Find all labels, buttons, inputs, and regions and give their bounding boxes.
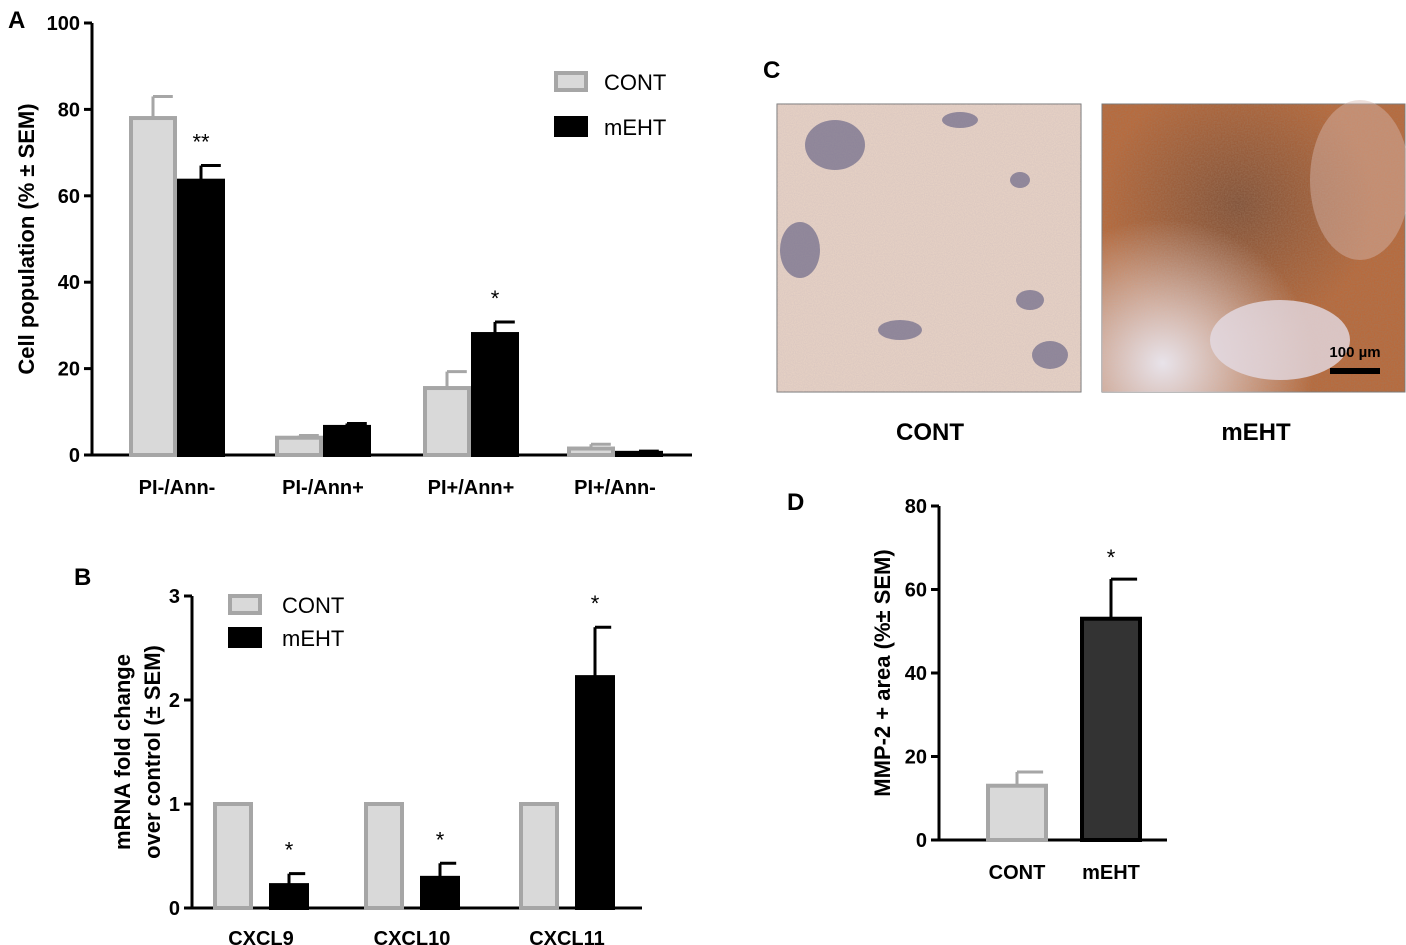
panel-letter-a: A [8, 7, 25, 34]
micrograph-cont [776, 103, 1082, 393]
chart-d-category-label: CONT [989, 862, 1046, 884]
chart-b-bar-meht-2 [575, 675, 615, 910]
chart-b-legend-label-cont: CONT [282, 593, 344, 618]
chart-a-legend-label-cont: CONT [604, 70, 666, 95]
chart-a-category-label: PI-/Ann- [139, 477, 216, 499]
chart-a-bar-meht-1 [323, 424, 371, 458]
chart-a: 0 20 40 60 80 100 Cell population (% ± SEM) PI-… [14, 13, 692, 499]
chart-a-category-label: PI-/Ann+ [282, 477, 364, 499]
chart-d-significance-mark: * [1107, 545, 1116, 570]
chart-d-y-tick-label: 40 [905, 663, 927, 685]
chart-a-y-tick-label: 0 [69, 445, 80, 467]
chart-b-category-label: CXCL9 [228, 928, 294, 945]
chart-b-legend-swatch-meht [228, 627, 262, 648]
chart-d-y-tick-label: 0 [916, 830, 927, 852]
chart-b-significance-mark: * [436, 827, 445, 852]
chart-a-legend-swatch-cont [554, 71, 588, 92]
chart-a-y-tick-label: 100 [47, 13, 80, 35]
chart-d: 0 20 40 60 80 MMP-2 + area (%± SEM) CONT mEHT * [870, 496, 1167, 884]
micrograph-meht-caption: mEHT [1221, 419, 1291, 446]
chart-b-legend-label-meht: mEHT [282, 626, 344, 651]
chart-a-category-label: PI+/Ann- [574, 477, 656, 499]
chart-b-category-label: CXCL10 [374, 928, 451, 945]
chart-b-y-axis-label-line: over control (± SEM) [140, 645, 165, 859]
panel-letter-d: D [787, 489, 804, 516]
panel-letter-c: C [763, 57, 780, 84]
panel-letter-b: B [74, 564, 91, 591]
chart-b-bar-cont-2 [519, 802, 559, 910]
chart-d-bar-1 [1080, 616, 1142, 842]
chart-b-y-tick-label: 0 [169, 898, 180, 920]
chart-a-significance-mark: ** [192, 130, 210, 155]
micrograph-meht: 100 µm [1101, 100, 1406, 393]
chart-b-bar-cont-1 [364, 802, 404, 910]
chart-d-bar-0 [986, 783, 1048, 842]
chart-a-y-tick-label: 40 [58, 272, 80, 294]
scale-bar-label: 100 µm [1329, 344, 1380, 361]
micrograph-cont-nuclei [780, 112, 1068, 369]
chart-a-y-tick-label: 20 [58, 359, 80, 381]
chart-d-y-tick-label: 60 [905, 580, 927, 602]
chart-b-bar-cont-0 [213, 802, 253, 910]
chart-b-category-label: CXCL11 [529, 928, 605, 945]
chart-d-y-tick-label: 80 [905, 496, 927, 518]
chart-b-bar-meht-0 [269, 883, 309, 910]
chart-b-significance-mark: * [285, 838, 294, 863]
chart-b-y-tick-label: 1 [169, 794, 180, 816]
chart-b-y-tick-label: 3 [169, 586, 180, 608]
chart-a-bar-cont-1 [275, 435, 323, 458]
chart-a-y-axis-label: Cell population (% ± SEM) [14, 103, 39, 374]
chart-a-category-label: PI+/Ann+ [428, 477, 515, 499]
chart-a-bar-cont-2 [423, 386, 471, 458]
chart-d-y-tick-label: 20 [905, 747, 927, 769]
chart-b: 0 1 2 3 mRNA fold change over control (± SEM)… [110, 586, 642, 945]
micrograph-cont-caption: CONT [896, 419, 964, 446]
chart-a-y-tick-label: 80 [58, 99, 80, 121]
chart-a-significance-mark: * [491, 286, 500, 311]
chart-d-y-axis-label: MMP-2 + area (%± SEM) [870, 549, 895, 796]
chart-b-significance-mark: * [591, 591, 600, 616]
chart-b-legend-swatch-cont [228, 594, 262, 615]
chart-a-bar-meht-3 [615, 450, 663, 457]
chart-a-legend-swatch-meht [554, 116, 588, 137]
chart-a-bar-meht-2 [471, 332, 519, 458]
chart-b-y-tick-label: 2 [169, 690, 180, 712]
chart-d-category-label: mEHT [1082, 862, 1140, 884]
chart-a-bar-cont-3 [567, 446, 615, 457]
chart-a-bar-meht-0 [177, 178, 225, 457]
chart-b-y-axis-label-line: mRNA fold change [110, 654, 135, 850]
chart-a-y-tick-label: 60 [58, 186, 80, 208]
chart-a-bar-cont-0 [129, 116, 177, 457]
chart-b-bar-meht-1 [420, 875, 460, 911]
chart-a-legend-label-meht: mEHT [604, 115, 666, 140]
